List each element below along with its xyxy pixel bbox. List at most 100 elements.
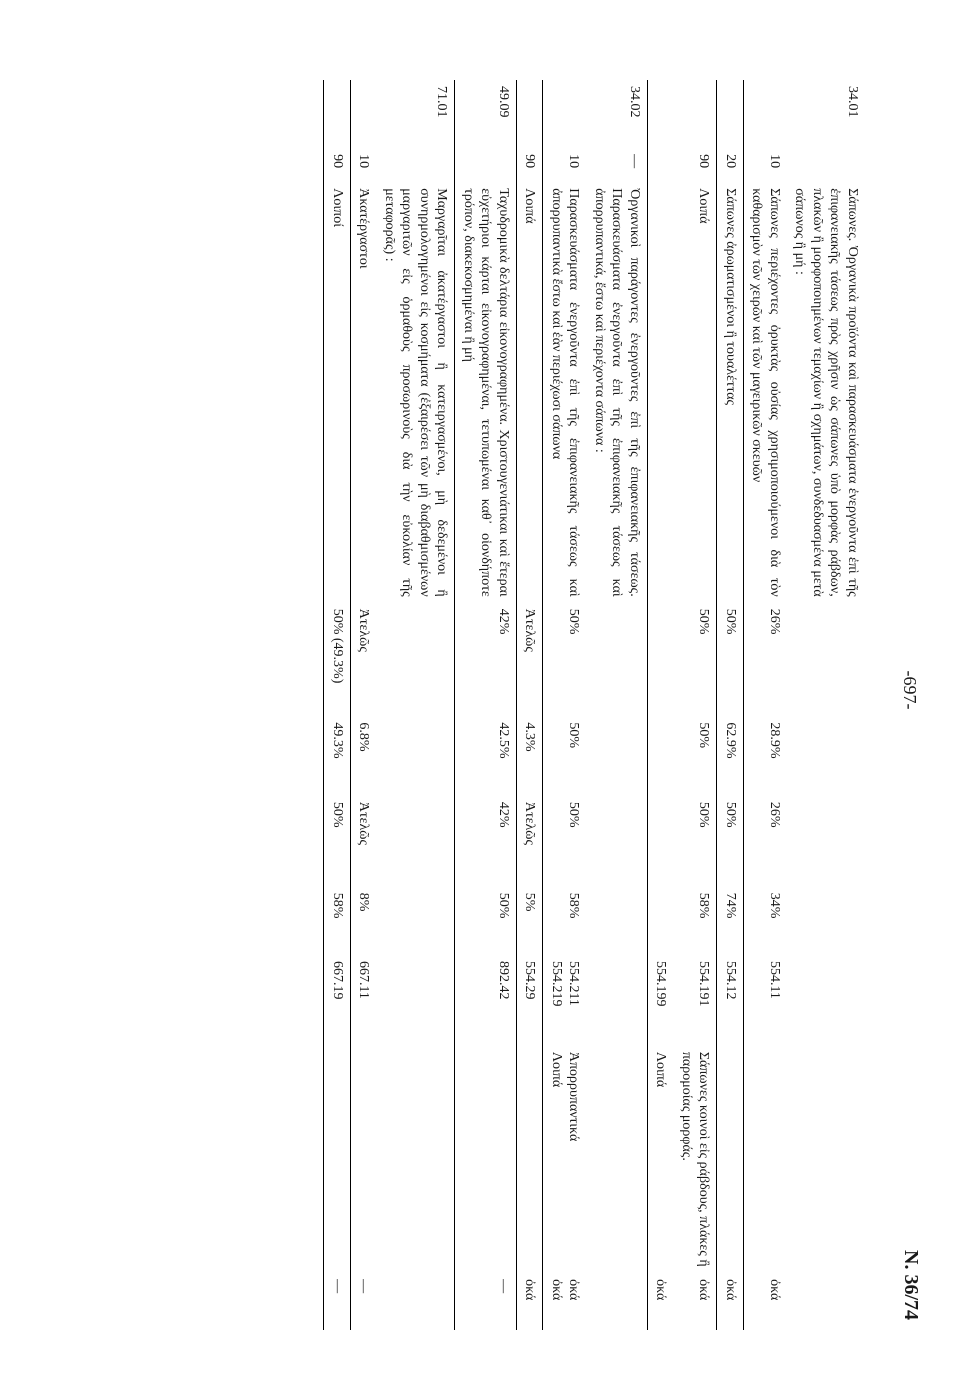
table-row: 20Σάπωνες ἀρωματισμένοι ἢ τουαλέττας50%6… bbox=[717, 80, 744, 1330]
note: Λοιπά bbox=[648, 1046, 674, 1273]
ccn-code: 667.19 bbox=[324, 955, 351, 1046]
rate-2: 62.9% bbox=[717, 716, 744, 796]
table-row: 90Λοιπά50%50%50%58%554.191Σάπωνες κοινοὶ… bbox=[674, 80, 718, 1330]
rate-1: 50% bbox=[717, 603, 744, 717]
ccn-code: 667.11 bbox=[351, 955, 377, 1046]
rate-4: 34% bbox=[744, 887, 788, 955]
note bbox=[455, 1046, 517, 1273]
ccn-code bbox=[587, 955, 648, 1046]
unit: ὀκά bbox=[648, 1273, 674, 1330]
unit: ὀκά bbox=[717, 1273, 744, 1330]
rate-4: 8% bbox=[351, 887, 377, 955]
rate-4: 74% bbox=[717, 887, 744, 955]
unit: — bbox=[351, 1273, 377, 1330]
rate-4 bbox=[377, 887, 456, 955]
description: Λοιποί bbox=[324, 182, 351, 602]
sub-code: 10 bbox=[351, 148, 377, 182]
unit: ὀκά bbox=[674, 1273, 718, 1330]
sub-code bbox=[787, 148, 865, 182]
table-row: 71.01Μαργαρῖται ἀκατέργαστοι ἢ κατειργασ… bbox=[377, 80, 456, 1330]
tariff-code: 49.09 bbox=[455, 80, 517, 148]
unit: ὀκάὀκά bbox=[543, 1273, 587, 1330]
unit: ὀκά bbox=[744, 1273, 788, 1330]
rate-2: 50% bbox=[674, 716, 718, 796]
tariff-code: 34.02 bbox=[587, 80, 648, 148]
rate-4 bbox=[787, 887, 865, 955]
note: ἈπορρυπαντικάΛοιπά bbox=[543, 1046, 587, 1273]
rate-1: Ἀτελῶς bbox=[517, 603, 544, 717]
rate-2: 28.9% bbox=[744, 716, 788, 796]
rate-3: Ἀτελῶς bbox=[517, 796, 544, 887]
rate-2: 50% bbox=[543, 716, 587, 796]
note bbox=[787, 1046, 865, 1273]
tariff-code: 34.01 bbox=[787, 80, 865, 148]
rate-3 bbox=[787, 796, 865, 887]
sub-code: 10 bbox=[543, 148, 587, 182]
rate-4: 50% bbox=[455, 887, 517, 955]
rate-4: 5% bbox=[517, 887, 544, 955]
page-number: -697- bbox=[899, 671, 920, 710]
tariff-code bbox=[324, 80, 351, 148]
note bbox=[351, 1046, 377, 1273]
description: Ἀκατέργαστοι bbox=[351, 182, 377, 602]
table-row: 49.09 Ταχυδρομικὰ δελτάρια εἰκονογραφημέν… bbox=[455, 80, 517, 1330]
rate-3: 50% bbox=[543, 796, 587, 887]
rate-4 bbox=[648, 887, 674, 955]
law-number: N. 36/74 bbox=[899, 1250, 922, 1320]
tariff-code bbox=[744, 80, 788, 148]
sub-code bbox=[377, 148, 456, 182]
rate-1 bbox=[787, 603, 865, 717]
description: Ταχυδρομικὰ δελτάρια εἰκονογραφημένα. Χρ… bbox=[455, 182, 517, 602]
sub-code: 10 bbox=[744, 148, 788, 182]
rate-3: 50% bbox=[674, 796, 718, 887]
rate-4: 58% bbox=[674, 887, 718, 955]
rate-2: 49.3% bbox=[324, 716, 351, 796]
rate-3 bbox=[377, 796, 456, 887]
note bbox=[517, 1046, 544, 1273]
unit bbox=[377, 1273, 456, 1330]
sub-code: 90 bbox=[674, 148, 718, 182]
note bbox=[587, 1046, 648, 1273]
sub-code: 20 bbox=[717, 148, 744, 182]
rate-4: 58% bbox=[324, 887, 351, 955]
tariff-code: 71.01 bbox=[377, 80, 456, 148]
sub-code: — bbox=[587, 148, 648, 182]
ccn-code bbox=[787, 955, 865, 1046]
rate-3: Ἀτελῶς bbox=[351, 796, 377, 887]
description: Ὀργανικοὶ παράγοντες ἐνεργοῦντες ἐπὶ τῆς… bbox=[587, 182, 648, 602]
unit: ὀκά bbox=[517, 1273, 544, 1330]
tariff-code bbox=[674, 80, 718, 148]
table-row: 554.199Λοιπάὀκά bbox=[648, 80, 674, 1330]
rate-2 bbox=[587, 716, 648, 796]
rate-1: 42% bbox=[455, 603, 517, 717]
rate-3: 26% bbox=[744, 796, 788, 887]
sub-code: 90 bbox=[517, 148, 544, 182]
table-row: 10Παρασκευάσματα ἐνεργοῦντα ἐπὶ τῆς ἐπιφ… bbox=[543, 80, 587, 1330]
note bbox=[324, 1046, 351, 1273]
table-row: 10Σάπωνες περιέχοντες ὀρυκτὰς οὐσίας χρη… bbox=[744, 80, 788, 1330]
ccn-code: 554.199 bbox=[648, 955, 674, 1046]
rate-2 bbox=[787, 716, 865, 796]
description: Σάπωνες ἀρωματισμένοι ἢ τουαλέττας bbox=[717, 182, 744, 602]
table-row: 34.01 Σάπωνες. Ὀργανικὰ προϊόντα καὶ παρα… bbox=[787, 80, 865, 1330]
ccn-code: 892.42 bbox=[455, 955, 517, 1046]
rate-1: Ἀτελῶς bbox=[351, 603, 377, 717]
sub-code: 90 bbox=[324, 148, 351, 182]
note bbox=[744, 1046, 788, 1273]
tariff-table: 34.01 Σάπωνες. Ὀργανικὰ προϊόντα καὶ παρα… bbox=[324, 80, 866, 1330]
tariff-code bbox=[351, 80, 377, 148]
rate-2: 4.3% bbox=[517, 716, 544, 796]
rate-2 bbox=[648, 716, 674, 796]
tariff-code bbox=[717, 80, 744, 148]
description: Παρασκευάσματα ἐνεργοῦντα ἐπὶ τῆς ἐπιφαν… bbox=[543, 182, 587, 602]
description: Σάπωνες περιέχοντες ὀρυκτὰς οὐσίας χρησι… bbox=[744, 182, 788, 602]
rate-1: 50% bbox=[674, 603, 718, 717]
tariff-code bbox=[648, 80, 674, 148]
table-row: 90Λοιποί50% (49.3%)49.3%50%58%667.19— bbox=[324, 80, 351, 1330]
unit bbox=[587, 1273, 648, 1330]
description: Σάπωνες. Ὀργανικὰ προϊόντα καὶ παρασκευά… bbox=[787, 182, 865, 602]
note: Σάπωνες κοινοὶ εἰς ράβδους, πλάκες ἢ παρ… bbox=[674, 1046, 718, 1273]
rate-1 bbox=[648, 603, 674, 717]
rate-2: 42.5% bbox=[455, 716, 517, 796]
table-row: 34.02—Ὀργανικοὶ παράγοντες ἐνεργοῦντες ἐ… bbox=[587, 80, 648, 1330]
